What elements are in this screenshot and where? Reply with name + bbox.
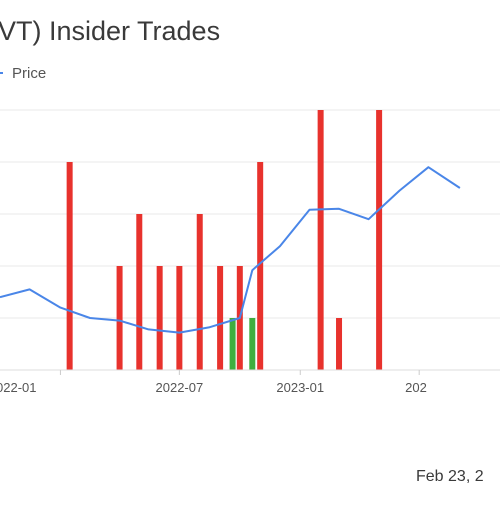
sell-bar <box>217 266 224 370</box>
x-tick-label: 202 <box>405 380 427 395</box>
chart-title: VT) Insider Trades <box>0 16 220 46</box>
sell-bar <box>116 266 123 370</box>
sell-bar <box>66 162 73 370</box>
buy-bar <box>229 318 236 370</box>
legend: Price <box>0 65 46 82</box>
sell-bar <box>336 318 343 370</box>
x-tick-label: 2023-01 <box>276 380 324 395</box>
bars <box>66 110 383 370</box>
sell-bar <box>196 214 203 370</box>
x-tick-label: 022-01 <box>0 380 36 395</box>
legend-price-label: Price <box>12 65 46 82</box>
buy-bar <box>249 318 256 370</box>
sell-bar <box>376 110 383 370</box>
grid <box>0 109 500 319</box>
date-label: Feb 23, 2 <box>416 468 484 485</box>
sell-bar <box>156 266 163 370</box>
price-line-path <box>0 166 461 334</box>
sell-bar <box>257 162 264 370</box>
sell-bar <box>317 110 324 370</box>
price-line <box>0 166 461 334</box>
x-tick-label: 2022-07 <box>156 380 204 395</box>
sell-bar <box>176 266 183 370</box>
x-axis-ticks: 022-01 2022-07 2023-01 202 <box>0 370 427 395</box>
sell-bar <box>136 214 143 370</box>
